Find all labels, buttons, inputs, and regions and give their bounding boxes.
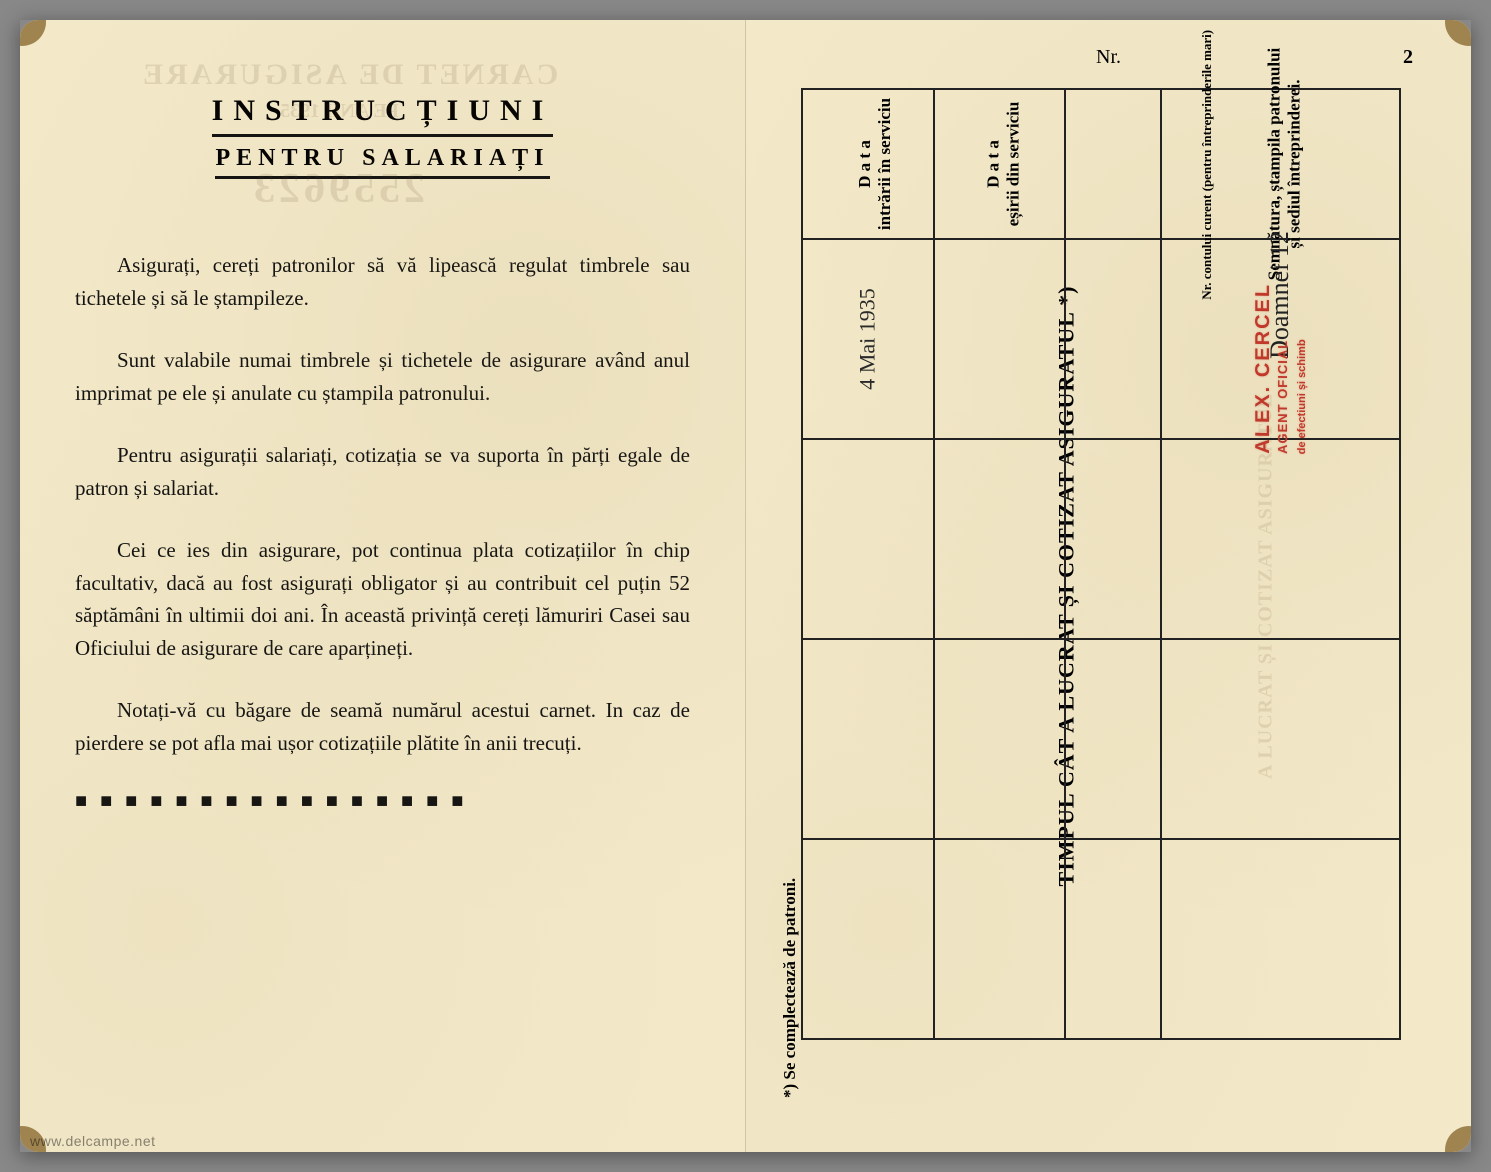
cell-entry-date: 4 Mai 1935 bbox=[802, 239, 934, 439]
page-wear-corner bbox=[1445, 1126, 1471, 1152]
ledger-table-wrap: D a t a intrării în serviciu D a t a eși… bbox=[801, 88, 1401, 1032]
cell-empty bbox=[1161, 839, 1400, 1039]
hdr-text: și sediul întreprinderei. bbox=[1284, 80, 1303, 249]
left-page: CARNET DE ASIGURARE PE ANII 1935 2559623… bbox=[20, 20, 746, 1152]
handwritten-date: 4 Mai 1935 bbox=[855, 288, 881, 389]
header-row: D a t a intrării în serviciu D a t a eși… bbox=[802, 89, 1400, 239]
watermark-text: www.delcampe.net bbox=[30, 1133, 156, 1149]
paragraph: Notați-vă cu băgare de seamă numărul ace… bbox=[75, 694, 690, 759]
ornamental-dots: ■ ■ ■ ■ ■ ■ ■ ■ ■ ■ ■ ■ ■ ■ ■ ■ bbox=[75, 790, 690, 813]
cell-empty bbox=[1161, 439, 1400, 639]
col-header-entry-date: D a t a intrării în serviciu bbox=[802, 89, 934, 239]
page-wear-corner bbox=[20, 20, 46, 46]
hdr-text: D a t a bbox=[855, 140, 874, 188]
title-line-2: PENTRU SALARIAȚI bbox=[215, 145, 549, 179]
cell-empty bbox=[1065, 639, 1161, 839]
paragraph: Asigurați, cereți patronilor să vă lipea… bbox=[75, 249, 690, 314]
page-number: 2 bbox=[1403, 46, 1413, 69]
nr-label: Nr. bbox=[746, 46, 1471, 69]
col-header-exit-date: D a t a eșirii din serviciu bbox=[934, 89, 1066, 239]
hdr-text: eșirii din serviciu bbox=[1003, 102, 1022, 227]
cell-account-no bbox=[1065, 239, 1161, 439]
stamp-line: de efectiuni și schimb bbox=[1295, 340, 1307, 455]
cell-empty bbox=[934, 639, 1066, 839]
instructions-heading: INSTRUCȚIUNI PENTRU SALARIAȚI bbox=[75, 94, 690, 179]
stamp-line: AGENT OFICIAL bbox=[1275, 340, 1290, 454]
footnote-rotated: *) Se complectează de patroni. bbox=[780, 878, 800, 1098]
hdr-text: D a t a bbox=[983, 140, 1002, 188]
paragraph: Sunt valabile numai timbrele și tichetel… bbox=[75, 344, 690, 409]
employer-stamp: ALEX. CERCEL AGENT OFICIAL de efectiuni … bbox=[1252, 283, 1309, 455]
title-line-1: INSTRUCȚIUNI bbox=[212, 94, 554, 137]
col-header-signature: Semnătura, ștampila patronului și sediul… bbox=[1161, 89, 1400, 239]
cell-empty bbox=[934, 839, 1066, 1039]
document-spread: CARNET DE ASIGURARE PE ANII 1935 2559623… bbox=[20, 20, 1471, 1152]
stamp-name: ALEX. CERCEL bbox=[1252, 283, 1274, 454]
cell-exit-date bbox=[934, 239, 1066, 439]
cell-empty bbox=[934, 439, 1066, 639]
col-header-account-no: Nr. contului curent (pentru întreprinder… bbox=[1065, 89, 1161, 239]
cell-empty bbox=[1065, 439, 1161, 639]
right-page: Nr. 2 TIMPUL CÂT A LUCRAT ȘI COTIZAT ASI… bbox=[746, 20, 1471, 1152]
bleedthrough-title: CARNET DE ASIGURARE bbox=[140, 58, 558, 92]
cell-empty bbox=[1065, 839, 1161, 1039]
cell-empty bbox=[802, 439, 934, 639]
table-row bbox=[802, 639, 1400, 839]
cell-empty bbox=[802, 839, 934, 1039]
cell-empty bbox=[802, 639, 934, 839]
table-row: 4 Mai 1935 Doamnei 12 ALEX. CERCEL AGENT… bbox=[802, 239, 1400, 439]
hdr-text: intrării în serviciu bbox=[875, 98, 894, 230]
paragraph: Pentru asigurații salariați, cotizația s… bbox=[75, 439, 690, 504]
table-row bbox=[802, 439, 1400, 639]
table-row bbox=[802, 839, 1400, 1039]
ledger-table: D a t a intrării în serviciu D a t a eși… bbox=[801, 88, 1401, 1040]
cell-empty bbox=[1161, 639, 1400, 839]
page-wear-corner bbox=[1445, 20, 1471, 46]
paragraph: Cei ce ies din asigurare, pot continua p… bbox=[75, 534, 690, 664]
cell-signature: Doamnei 12 ALEX. CERCEL AGENT OFICIAL de… bbox=[1161, 239, 1400, 439]
